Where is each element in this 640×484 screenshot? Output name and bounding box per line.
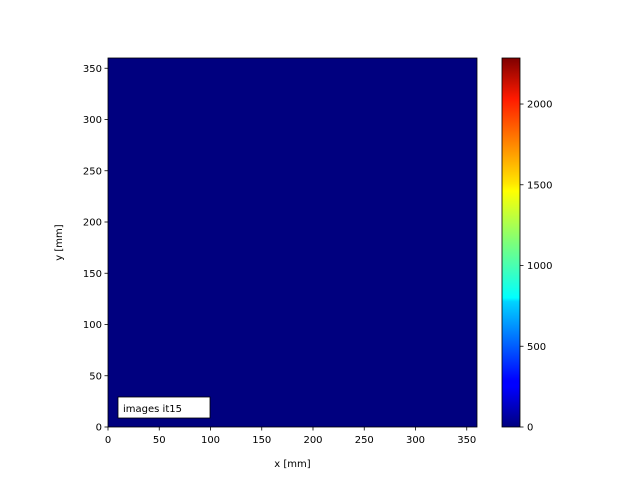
x-tick-label: 50 [153, 435, 166, 446]
x-tick-label: 300 [406, 435, 425, 446]
y-tick-label: 50 [89, 371, 102, 382]
colorbar-tick-label: 0 [527, 423, 533, 434]
x-tick-label: 100 [201, 435, 220, 446]
y-tick-label: 350 [83, 64, 102, 75]
annotation-box [117, 396, 211, 419]
y-tick-label: 200 [83, 218, 102, 229]
x-tick-label: 250 [355, 435, 374, 446]
y-tick-label: 300 [83, 115, 102, 126]
plot-frame [107, 57, 478, 428]
x-tick-label: 0 [105, 435, 111, 446]
colorbar-tick-label: 2000 [527, 100, 552, 111]
y-tick-label: 100 [83, 320, 102, 331]
colorbar-tick-label: 1500 [527, 180, 552, 191]
y-tick-label: 150 [83, 269, 102, 280]
annotation-text: images it15 [123, 404, 182, 415]
y-tick-label: 0 [96, 423, 102, 434]
colorbar [501, 57, 521, 428]
y-axis-label: y [mm] [54, 224, 65, 260]
y-tick-label: 250 [83, 166, 102, 177]
heatmap-image [108, 58, 477, 427]
x-tick-label: 350 [457, 435, 476, 446]
colorbar-tick-label: 500 [527, 342, 546, 353]
x-axis-label: x [mm] [274, 459, 310, 470]
x-tick-label: 200 [303, 435, 322, 446]
x-tick-label: 150 [252, 435, 271, 446]
colorbar-tick-label: 1000 [527, 261, 552, 272]
